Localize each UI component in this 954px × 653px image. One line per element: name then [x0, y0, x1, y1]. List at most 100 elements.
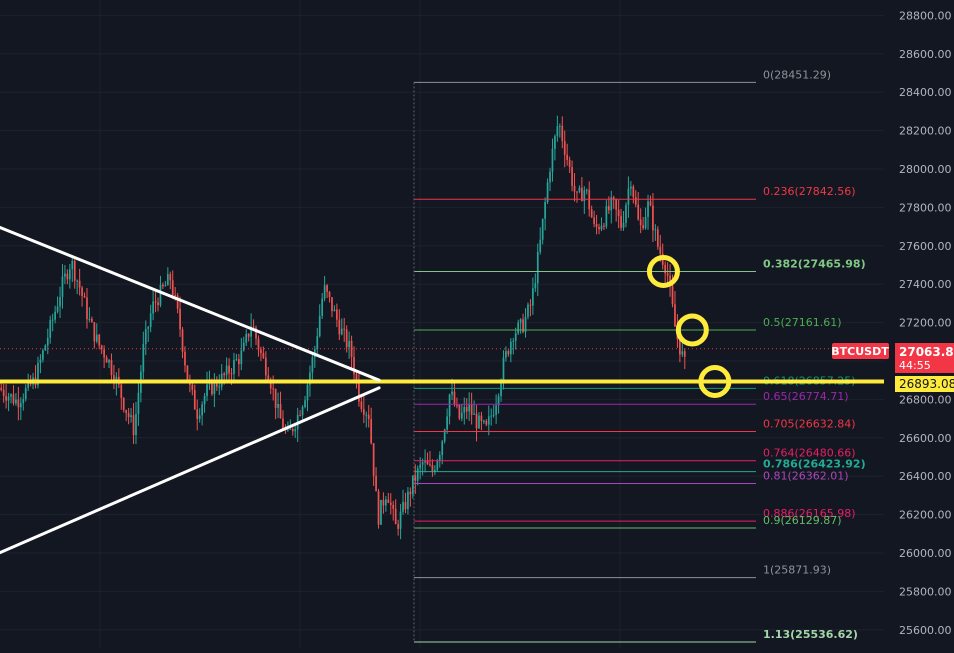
- candle-body[interactable]: [64, 273, 66, 277]
- candle-body[interactable]: [12, 394, 15, 404]
- candle-body[interactable]: [421, 462, 424, 465]
- candle-body[interactable]: [321, 298, 324, 316]
- candle-body[interactable]: [600, 225, 603, 230]
- candle-body[interactable]: [39, 359, 42, 364]
- candle-body[interactable]: [463, 407, 466, 413]
- candle-body[interactable]: [120, 384, 123, 398]
- candle-body[interactable]: [544, 201, 546, 219]
- candle-body[interactable]: [245, 333, 248, 343]
- candle-body[interactable]: [507, 351, 510, 355]
- price-axis[interactable]: 25600.00 25800.00 26000.00 26200.00 26400.00…: [884, 0, 954, 649]
- candle-body[interactable]: [37, 363, 39, 386]
- candle-body[interactable]: [551, 148, 554, 172]
- candle-body[interactable]: [17, 399, 20, 408]
- candle-body[interactable]: [367, 414, 370, 420]
- candle-body[interactable]: [318, 315, 321, 337]
- candle-body[interactable]: [443, 429, 446, 442]
- candle-body[interactable]: [19, 403, 22, 408]
- candle-body[interactable]: [7, 396, 10, 401]
- candle-body[interactable]: [478, 415, 480, 429]
- candle-body[interactable]: [581, 187, 583, 202]
- candle-body[interactable]: [326, 285, 328, 292]
- candle-body[interactable]: [309, 372, 311, 385]
- candle-body[interactable]: [519, 319, 522, 323]
- candle-body[interactable]: [78, 280, 81, 288]
- candle-body[interactable]: [331, 297, 333, 312]
- candle-body[interactable]: [487, 416, 490, 425]
- candle-body[interactable]: [272, 388, 275, 390]
- candle-body[interactable]: [666, 273, 669, 276]
- candle-body[interactable]: [610, 197, 613, 211]
- candle-body[interactable]: [348, 340, 350, 348]
- candle-body[interactable]: [289, 428, 292, 430]
- candle-body[interactable]: [247, 333, 250, 337]
- candle-body[interactable]: [171, 280, 174, 296]
- candle-body[interactable]: [490, 415, 493, 417]
- candle-body[interactable]: [426, 460, 429, 465]
- candle-body[interactable]: [419, 464, 422, 469]
- candle-body[interactable]: [218, 386, 221, 388]
- candle-body[interactable]: [399, 511, 402, 529]
- candle-body[interactable]: [61, 276, 64, 298]
- candle-body[interactable]: [387, 499, 390, 503]
- candle-body[interactable]: [230, 373, 233, 375]
- candle-body[interactable]: [5, 395, 7, 401]
- candle-body[interactable]: [353, 356, 355, 375]
- candle-body[interactable]: [198, 415, 201, 419]
- candle-body[interactable]: [583, 190, 586, 202]
- candle-body[interactable]: [372, 443, 375, 476]
- candle-body[interactable]: [534, 283, 537, 289]
- candle-body[interactable]: [215, 381, 218, 387]
- candle-body[interactable]: [639, 219, 642, 226]
- candle-body[interactable]: [179, 308, 181, 330]
- candle-body[interactable]: [350, 340, 353, 357]
- candle-body[interactable]: [529, 304, 532, 306]
- candle-body[interactable]: [509, 341, 512, 355]
- candle-body[interactable]: [558, 125, 561, 127]
- candle-body[interactable]: [144, 328, 147, 344]
- candle-body[interactable]: [137, 392, 140, 414]
- candle-body[interactable]: [453, 391, 456, 405]
- candle-body[interactable]: [186, 365, 189, 381]
- candle-body[interactable]: [394, 508, 397, 525]
- candle-body[interactable]: [127, 413, 130, 417]
- candle-body[interactable]: [429, 464, 431, 466]
- candle-body[interactable]: [365, 414, 368, 416]
- candle-body[interactable]: [468, 404, 471, 412]
- candle-body[interactable]: [181, 329, 184, 352]
- candle-body[interactable]: [360, 401, 363, 410]
- candle-body[interactable]: [152, 301, 154, 314]
- candle-body[interactable]: [98, 334, 101, 346]
- candle-body[interactable]: [233, 359, 235, 374]
- candle-body[interactable]: [71, 260, 74, 270]
- candle-body[interactable]: [88, 318, 91, 320]
- candle-body[interactable]: [196, 409, 199, 419]
- candle-body[interactable]: [473, 413, 475, 415]
- candle-body[interactable]: [434, 469, 436, 472]
- candle-body[interactable]: [573, 185, 576, 192]
- candle-body[interactable]: [524, 316, 527, 332]
- candle-body[interactable]: [556, 126, 559, 137]
- candle-body[interactable]: [169, 274, 172, 281]
- candle-body[interactable]: [345, 329, 348, 348]
- candle-body[interactable]: [340, 328, 343, 335]
- candle-body[interactable]: [603, 225, 605, 227]
- candle-body[interactable]: [627, 188, 630, 205]
- candle-body[interactable]: [409, 491, 412, 495]
- candle-body[interactable]: [147, 326, 150, 329]
- candle-body[interactable]: [458, 404, 461, 419]
- candle-body[interactable]: [527, 304, 529, 317]
- candle-body[interactable]: [223, 373, 226, 376]
- candle-body[interactable]: [465, 407, 468, 412]
- candle-body[interactable]: [242, 342, 245, 351]
- candle-body[interactable]: [142, 343, 145, 372]
- candle-body[interactable]: [149, 313, 152, 327]
- candle-body[interactable]: [642, 225, 644, 229]
- candle-body[interactable]: [441, 441, 444, 456]
- candle-body[interactable]: [647, 201, 649, 217]
- candle-body[interactable]: [571, 167, 573, 186]
- candle-body[interactable]: [162, 284, 164, 287]
- candle-body[interactable]: [475, 413, 478, 429]
- candle-body[interactable]: [42, 350, 44, 360]
- candle-body[interactable]: [294, 429, 297, 432]
